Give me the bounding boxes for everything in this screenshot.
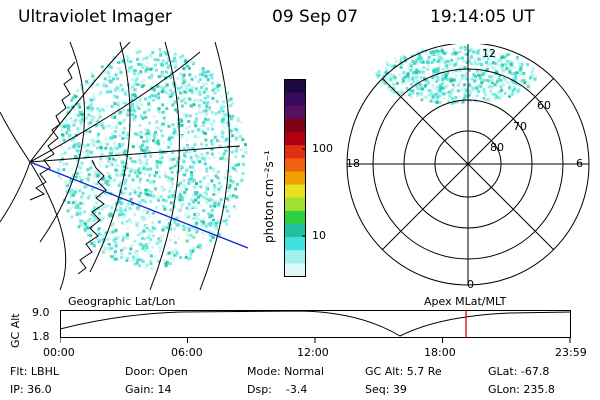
colorbar-cell (284, 263, 306, 277)
altitude-x-tick-2: 12:00 (297, 346, 329, 359)
colorbar-tick-100: 100 (312, 142, 333, 155)
info-door: Door: Open (125, 365, 188, 378)
polar-mlat-mlt-map (346, 44, 590, 286)
info-seq: Seq: 39 (365, 383, 407, 396)
time-label: 19:14:05 UT (430, 7, 535, 27)
mlt-label-18: 18 (346, 157, 360, 170)
altitude-axis-label: GC Alt (9, 313, 22, 348)
instrument-title: Ultraviolet Imager (18, 7, 172, 27)
mlat-label-60: 60 (537, 99, 551, 112)
aurora-emission-geo (56, 47, 248, 270)
altitude-tick-1_8: 1.8 (32, 330, 50, 343)
altitude-tick-9: 9.0 (32, 306, 50, 319)
info-ip: IP: 36.0 (10, 383, 52, 396)
colorbar-cell (284, 171, 306, 186)
date-label: 09 Sep 07 (272, 7, 359, 27)
colorbar-cell (284, 237, 306, 251)
colorbar-cell (284, 92, 306, 107)
polar-grid (346, 44, 590, 286)
mlat-label-80: 80 (490, 141, 504, 154)
altitude-x-tick-4: 23:59 (555, 346, 587, 359)
info-gain: Gain: 14 (125, 383, 172, 396)
color-bar (284, 79, 306, 277)
info-flt: Flt: LBHL (10, 365, 59, 378)
mlat-label-70: 70 (513, 120, 527, 133)
colorbar-cell (284, 79, 306, 94)
altitude-x-tick-0: 00:00 (43, 346, 75, 359)
colorbar-cell (284, 105, 306, 120)
altitude-x-tick-3: 18:00 (424, 346, 456, 359)
colorbar-cell (284, 132, 306, 146)
colorbar-cell (284, 223, 306, 238)
colorbar-tick-10: 10 (312, 229, 326, 242)
colorbar-cell (284, 158, 306, 172)
info-glat: GLat: -67.8 (488, 365, 550, 378)
info-dsp: Dsp: -3.4 (247, 383, 308, 396)
geo-map-label: Geographic Lat/Lon (68, 295, 176, 308)
colorbar-cell (284, 184, 306, 199)
colorbar-cell (284, 145, 306, 159)
colorbar-cell (284, 118, 306, 133)
mlt-label-6: 6 (576, 157, 583, 170)
colorbar-cell (284, 210, 306, 225)
polar-map-label: Apex MLat/MLT (424, 295, 507, 308)
altitude-x-ticks (60, 337, 571, 343)
lat-lon-grid (0, 42, 241, 290)
colorbar-cell (284, 197, 306, 212)
spacecraft-track-line (29, 161, 249, 249)
colorbar-unit-label: photon cm⁻²s⁻¹ (262, 150, 276, 243)
geographic-map (0, 42, 249, 290)
altitude-curve (60, 310, 572, 337)
mlt-label-0: 0 (467, 278, 474, 291)
info-glon: GLon: 235.8 (488, 383, 555, 396)
altitude-plot (60, 310, 572, 343)
altitude-x-tick-1: 06:00 (171, 346, 203, 359)
coastline-outline (29, 61, 107, 275)
mlt-label-12: 12 (482, 47, 496, 60)
info-gc-alt: GC Alt: 5.7 Re (365, 365, 442, 378)
info-mode: Mode: Normal (247, 365, 324, 378)
colorbar-cell (284, 250, 306, 264)
